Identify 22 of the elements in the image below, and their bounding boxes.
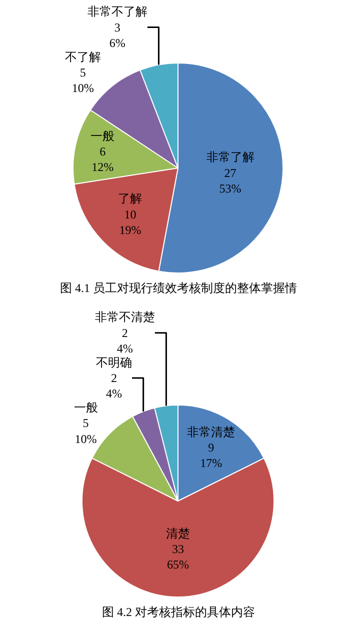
data-label: 9 17% xyxy=(200,440,222,470)
slice-label: 清楚 xyxy=(166,526,190,540)
slice-label: 不了解 xyxy=(64,50,101,64)
data-label: 6 12% xyxy=(92,144,114,174)
data-label: 3 6% xyxy=(109,20,126,50)
slice-label: 非常清楚 xyxy=(187,424,236,439)
data-label: 2 4% xyxy=(116,326,133,356)
slice-label: 非常不了解 xyxy=(87,4,148,19)
data-label: 10 19% xyxy=(119,207,142,237)
text: 图 4.2 对考核指标的具体内容 xyxy=(102,605,255,619)
data-label: 33 65% xyxy=(167,542,189,572)
text: 图 4.1 员工对现行绩效考核制度的整体掌握情 xyxy=(60,281,297,295)
data-label: 2 4% xyxy=(106,371,122,401)
slice-label: 了解 xyxy=(118,192,142,206)
slice-label: 一般 xyxy=(90,128,115,143)
slice-label: 非常了解 xyxy=(206,150,254,164)
data-label: 27 53% xyxy=(219,166,242,196)
slice-label: 非常不清楚 xyxy=(94,310,155,324)
slice-label: 不明确 xyxy=(96,355,132,370)
slice-label: 一般 xyxy=(74,400,98,415)
data-label: 5 10% xyxy=(72,65,94,96)
data-label: 5 10% xyxy=(74,416,97,446)
